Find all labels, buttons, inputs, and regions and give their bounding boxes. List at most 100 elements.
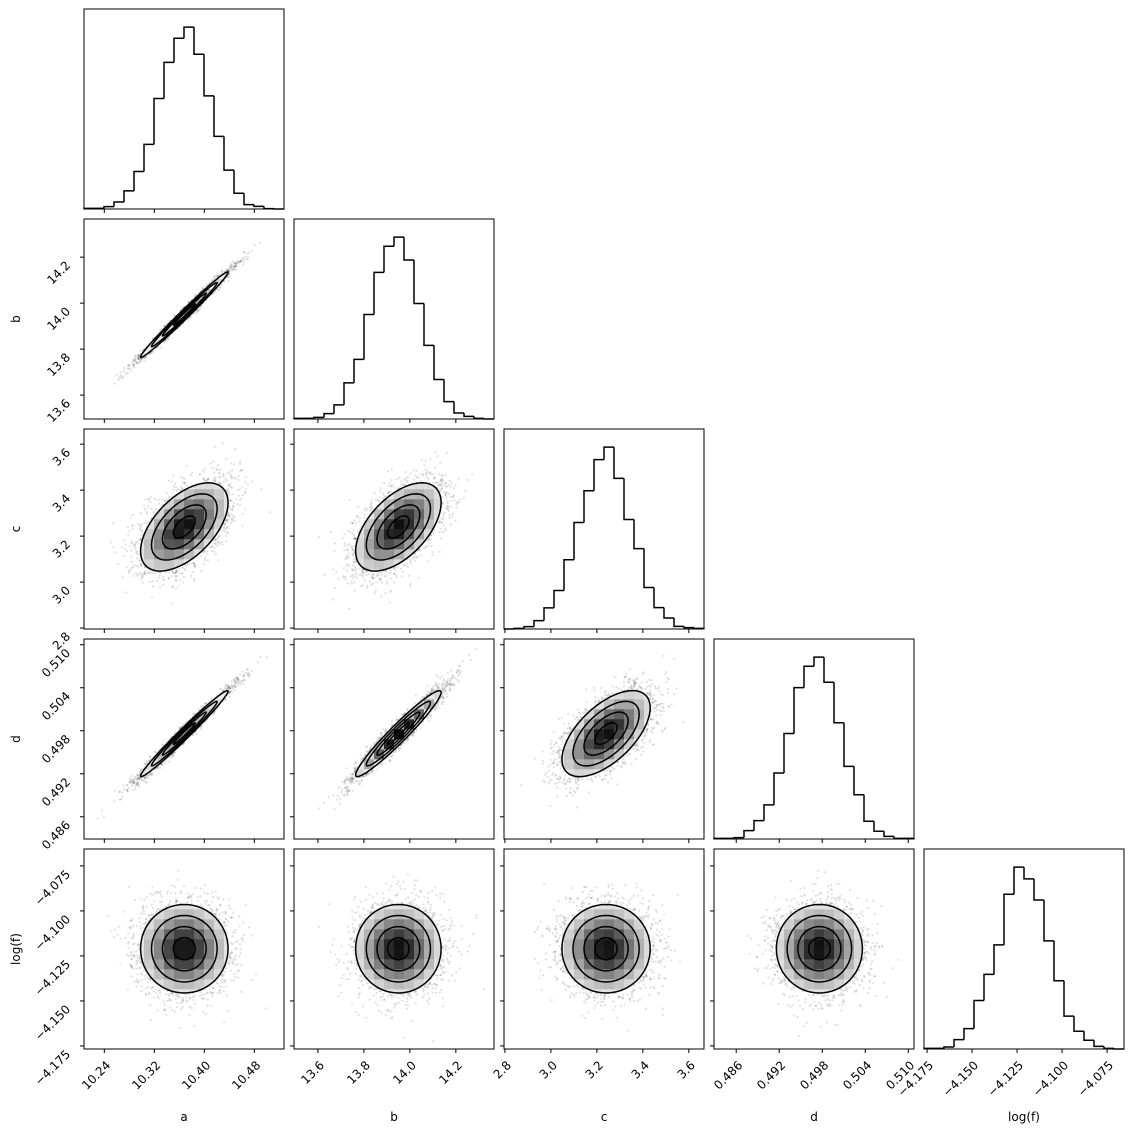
sample-point [642, 741, 645, 745]
sample-point [224, 521, 227, 524]
sample-point [134, 355, 137, 358]
sample-point [556, 932, 559, 935]
density-cell [394, 939, 405, 950]
sample-point [441, 958, 444, 961]
sample-point [372, 573, 375, 577]
sample-point [897, 958, 900, 962]
sample-point [573, 993, 576, 996]
sample-point [561, 969, 565, 972]
sample-point [170, 602, 173, 605]
sample-point [555, 936, 558, 939]
sample-point [425, 909, 428, 913]
sample-point [365, 574, 368, 577]
sample-point [406, 737, 409, 740]
sample-point [216, 469, 219, 472]
sample-point [351, 576, 354, 579]
sample-point [672, 693, 676, 696]
sample-point [159, 986, 162, 990]
sample-point [440, 481, 443, 485]
sample-point [585, 700, 589, 704]
sample-point [661, 904, 664, 907]
density-cell [164, 549, 175, 560]
sample-point [132, 781, 136, 785]
sample-point [147, 914, 150, 918]
sample-point [450, 920, 453, 923]
sample-point [214, 538, 217, 541]
sample-point [430, 687, 433, 690]
sample-point [149, 773, 152, 776]
sample-point [437, 974, 440, 977]
sample-point [433, 913, 436, 916]
sample-point [575, 904, 579, 908]
sample-point [246, 668, 250, 671]
sample-point [652, 701, 655, 704]
sample-point [343, 544, 346, 548]
sample-point [150, 507, 153, 510]
panel-frame [293, 848, 495, 1050]
sample-point [338, 797, 342, 800]
sample-point [864, 941, 867, 944]
sample-point [622, 997, 625, 1000]
sample-point [136, 354, 139, 357]
sample-point [657, 686, 660, 689]
sample-point [413, 884, 416, 887]
sample-point [389, 577, 392, 580]
histogram-bin [113, 201, 124, 207]
sample-point [541, 750, 544, 753]
density-cell [644, 939, 651, 950]
sample-point [346, 563, 350, 566]
density-cell [164, 939, 175, 950]
sample-point [448, 479, 451, 482]
sample-point [257, 661, 260, 664]
sample-point [422, 547, 426, 550]
sample-point [770, 982, 773, 986]
sample-point [559, 967, 562, 970]
sample-point [200, 728, 203, 731]
sample-point [648, 689, 651, 692]
sample-point [138, 920, 141, 924]
sample-point [577, 783, 580, 787]
sample-point [178, 1026, 181, 1029]
sample-point [442, 479, 445, 482]
density-cell [394, 529, 405, 540]
sample-point [244, 255, 247, 258]
density-cell [184, 959, 195, 970]
sample-point [227, 514, 230, 517]
histogram-bin [533, 619, 544, 627]
sample-point [175, 901, 178, 904]
sample-point [132, 924, 135, 928]
sample-point [144, 776, 147, 779]
sample-point [228, 691, 231, 694]
sample-point [159, 328, 162, 331]
sample-point [172, 754, 175, 758]
sample-point [661, 693, 665, 696]
sample-point [204, 702, 207, 705]
sample-point [126, 784, 129, 787]
sample-point [441, 703, 444, 706]
sample-point [225, 918, 228, 921]
sample-point [442, 929, 445, 932]
density-cell [384, 969, 395, 980]
density-cell [164, 519, 175, 530]
sample-point [585, 711, 588, 714]
sample-point [654, 700, 657, 703]
sample-point [639, 916, 642, 919]
sample-point [332, 794, 335, 797]
sample-point [607, 885, 610, 888]
density-cell [140, 549, 145, 560]
sample-point [617, 996, 620, 999]
sample-point [559, 737, 562, 741]
sample-point [228, 264, 231, 268]
histogram-bin [123, 190, 134, 202]
sample-point [627, 681, 631, 684]
sample-point [135, 967, 138, 970]
sample-point [458, 669, 462, 672]
sample-point [179, 579, 182, 582]
sample-point [201, 905, 204, 908]
sample-point [561, 771, 564, 774]
sample-point [333, 587, 336, 590]
sample-point [235, 677, 239, 680]
sample-point [587, 995, 590, 998]
sample-point [414, 990, 417, 993]
